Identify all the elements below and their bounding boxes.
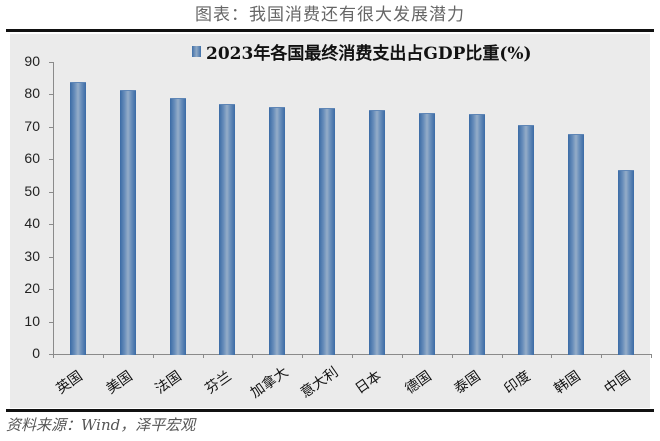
x-tick — [401, 354, 403, 358]
y-tick-label: 80 — [24, 85, 40, 102]
y-tick-label: 60 — [24, 150, 40, 167]
bar — [319, 108, 336, 355]
x-tick — [102, 354, 104, 358]
x-tick — [302, 354, 304, 358]
y-tick — [49, 321, 53, 323]
bar — [169, 98, 186, 355]
y-tick — [49, 256, 53, 258]
x-tick — [501, 354, 503, 358]
figure-title: 图表：我国消费还有很大发展潜力 — [195, 5, 465, 25]
y-tick — [49, 289, 53, 291]
bar — [219, 103, 236, 355]
x-tick — [152, 354, 154, 358]
y-tick — [49, 191, 53, 193]
y-tick — [49, 159, 53, 161]
x-tick — [202, 354, 204, 358]
bar — [618, 170, 635, 355]
bar — [69, 82, 86, 355]
x-tick — [53, 354, 54, 358]
y-tick — [49, 354, 53, 355]
y-tick — [49, 224, 53, 226]
bar — [269, 107, 286, 355]
y-tick-label: 10 — [24, 312, 40, 329]
source-note: 资料来源：Wind，泽平宏观 — [6, 416, 196, 434]
y-axis — [53, 62, 54, 354]
bar — [418, 112, 435, 355]
x-tick — [651, 354, 652, 358]
y-tick-label: 40 — [24, 215, 40, 232]
y-tick — [49, 126, 53, 128]
x-tick — [551, 354, 553, 358]
legend-label: 2023年各国最终消费支出占GDP比重(%) — [206, 43, 532, 64]
legend: 2023年各国最终消费支出占GDP比重(%) — [192, 38, 532, 64]
y-tick-label: 90 — [24, 53, 40, 69]
y-tick-label: 50 — [24, 182, 40, 199]
y-tick-label: 0 — [32, 345, 40, 361]
y-tick-label: 20 — [24, 280, 40, 297]
x-tick — [252, 354, 254, 358]
legend-swatch-icon — [192, 45, 201, 57]
bottom-rule — [6, 409, 654, 412]
bar — [518, 124, 535, 355]
y-tick-label: 70 — [24, 117, 40, 134]
top-rule — [6, 29, 654, 32]
bar — [468, 113, 485, 355]
bar — [119, 89, 136, 355]
y-tick — [49, 94, 53, 96]
y-tick-label: 30 — [24, 247, 40, 264]
x-tick — [601, 354, 603, 358]
bar — [568, 134, 585, 355]
x-tick — [352, 354, 353, 358]
y-tick — [49, 62, 53, 63]
x-tick — [451, 354, 453, 358]
bar — [368, 110, 385, 355]
